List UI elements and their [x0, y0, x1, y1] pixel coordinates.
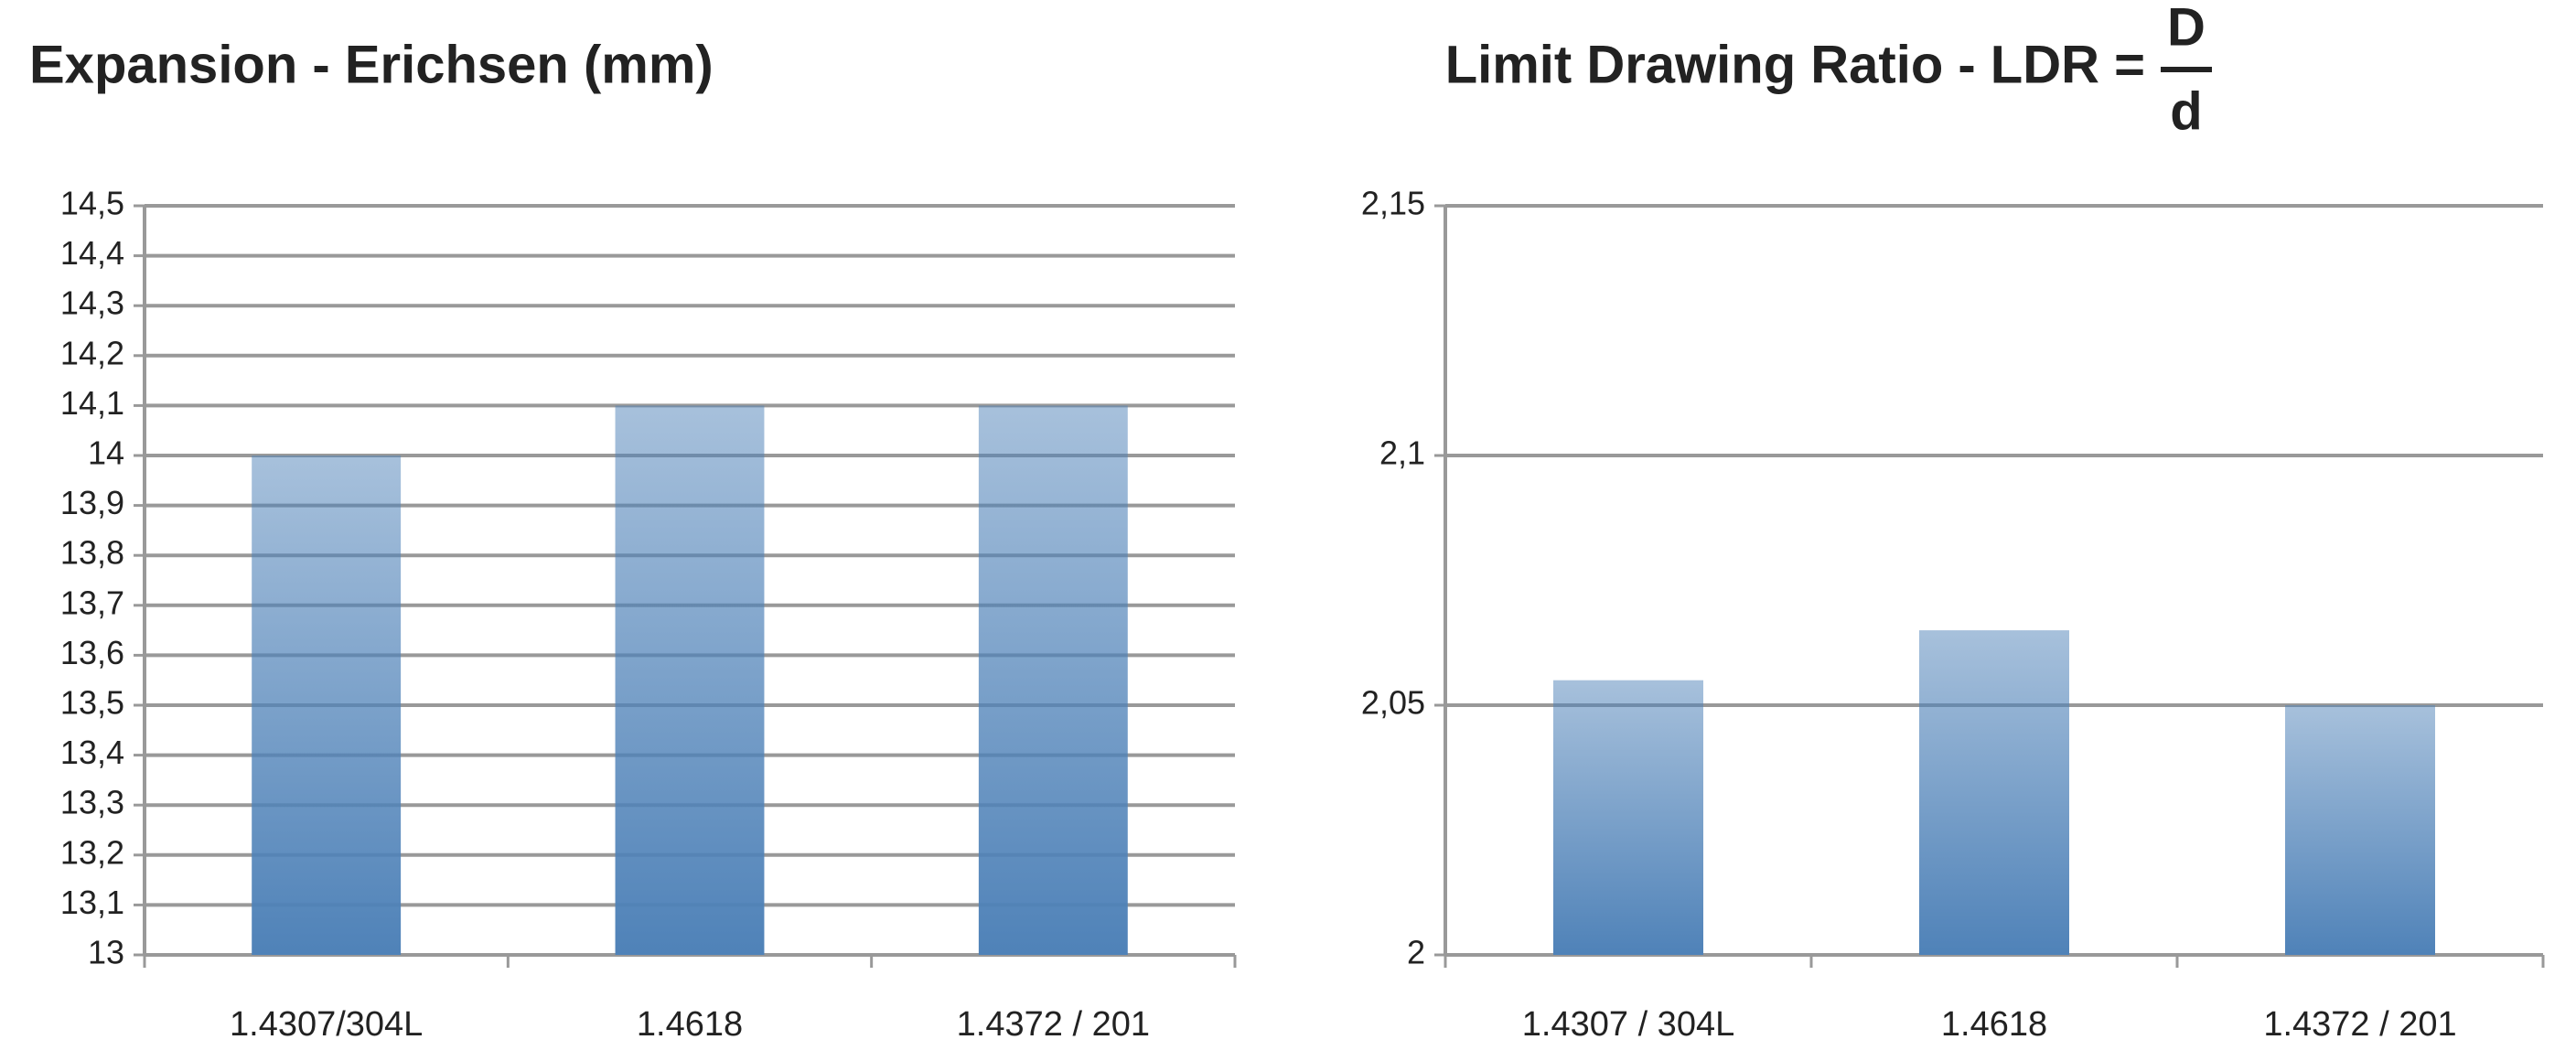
y-tick-label: 13,2	[60, 833, 124, 871]
chart-title: Expansion - Erichsen (mm)	[29, 35, 714, 94]
y-tick-label: 2,1	[1379, 434, 1425, 472]
bar	[1919, 630, 2069, 955]
bar	[615, 405, 765, 955]
x-tick-label: 1.4618	[1941, 1005, 2047, 1044]
fraction-denominator: d	[2170, 81, 2202, 141]
y-tick-label: 2	[1407, 934, 1425, 971]
bar	[978, 405, 1128, 955]
y-tick-label: 13,1	[60, 884, 124, 921]
bar	[1553, 680, 1703, 955]
y-tick-label: 13,9	[60, 484, 124, 521]
x-tick-label: 1.4307 / 304L	[1522, 1005, 1734, 1044]
chart-title: Limit Drawing Ratio - LDR =	[1445, 35, 2145, 94]
y-tick-label: 13	[88, 934, 124, 971]
bar	[2285, 705, 2435, 955]
y-tick-label: 14,2	[60, 334, 124, 371]
fraction-numerator: D	[2167, 0, 2206, 57]
x-tick-label: 1.4618	[637, 1005, 743, 1044]
y-tick-label: 14,3	[60, 284, 124, 322]
y-tick-label: 14,4	[60, 234, 124, 272]
bar	[252, 455, 402, 955]
y-tick-label: 13,8	[60, 534, 124, 572]
x-tick-label: 1.4372 / 201	[957, 1005, 1150, 1044]
y-tick-label: 13,6	[60, 634, 124, 671]
x-tick-label: 1.4307/304L	[230, 1005, 423, 1044]
y-tick-label: 13,3	[60, 784, 124, 821]
y-tick-label: 13,4	[60, 734, 124, 771]
y-tick-label: 13,5	[60, 684, 124, 722]
y-tick-label: 14,5	[60, 185, 124, 222]
y-tick-label: 2,05	[1361, 684, 1425, 722]
y-tick-label: 13,7	[60, 584, 124, 621]
y-tick-label: 2,15	[1361, 185, 1425, 222]
y-tick-label: 14,1	[60, 384, 124, 422]
x-tick-label: 1.4372 / 201	[2263, 1005, 2456, 1044]
y-tick-label: 14	[88, 434, 124, 472]
